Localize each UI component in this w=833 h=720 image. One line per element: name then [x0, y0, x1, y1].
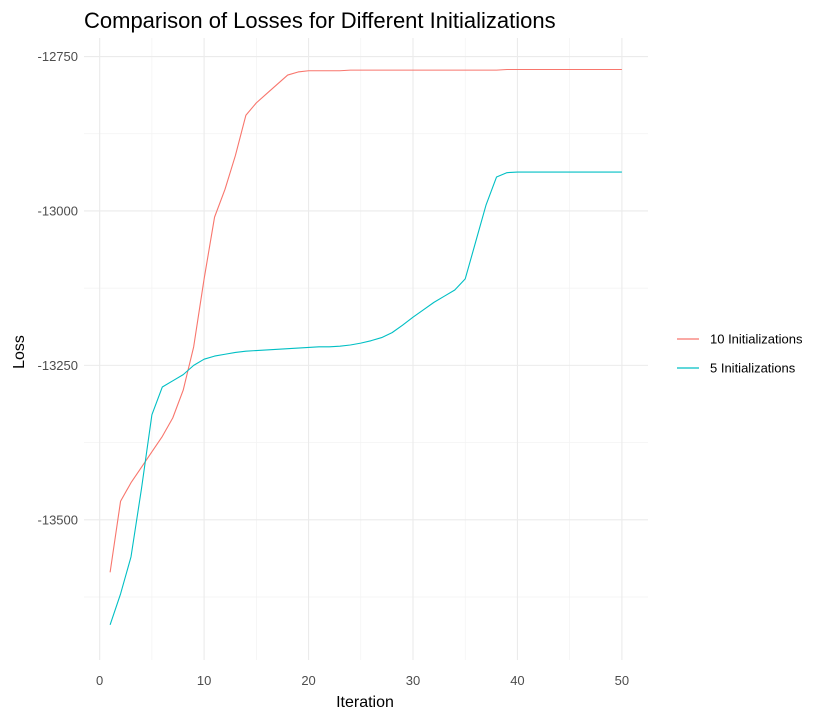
series-line-1	[109, 68, 622, 573]
legend-label: 5 Initializations	[710, 361, 796, 376]
y-tick-label: -13250	[38, 358, 78, 373]
legend: 10 Initializations 5 Initializations	[677, 332, 803, 376]
y-tick-label: -13000	[38, 203, 78, 218]
y-axis-title: Loss	[11, 335, 28, 369]
grid	[84, 38, 648, 660]
chart-title: Comparison of Losses for Different Initi…	[84, 8, 556, 33]
x-axis-ticks: 0 10 20 30 40 50	[96, 673, 629, 688]
x-tick-label: 20	[301, 673, 315, 688]
y-axis-ticks: -12750 -13000 -13250 -13500	[38, 49, 78, 527]
x-tick-label: 0	[96, 673, 103, 688]
x-tick-label: 40	[510, 673, 524, 688]
series-lines	[109, 68, 622, 625]
x-axis-title: Iteration	[336, 694, 394, 711]
legend-label: 10 Initializations	[710, 332, 803, 347]
x-tick-label: 30	[406, 673, 420, 688]
x-tick-label: 50	[615, 673, 629, 688]
series-line-2	[109, 171, 622, 625]
y-tick-label: -12750	[38, 49, 78, 64]
x-tick-label: 10	[197, 673, 211, 688]
y-tick-label: -13500	[38, 512, 78, 527]
